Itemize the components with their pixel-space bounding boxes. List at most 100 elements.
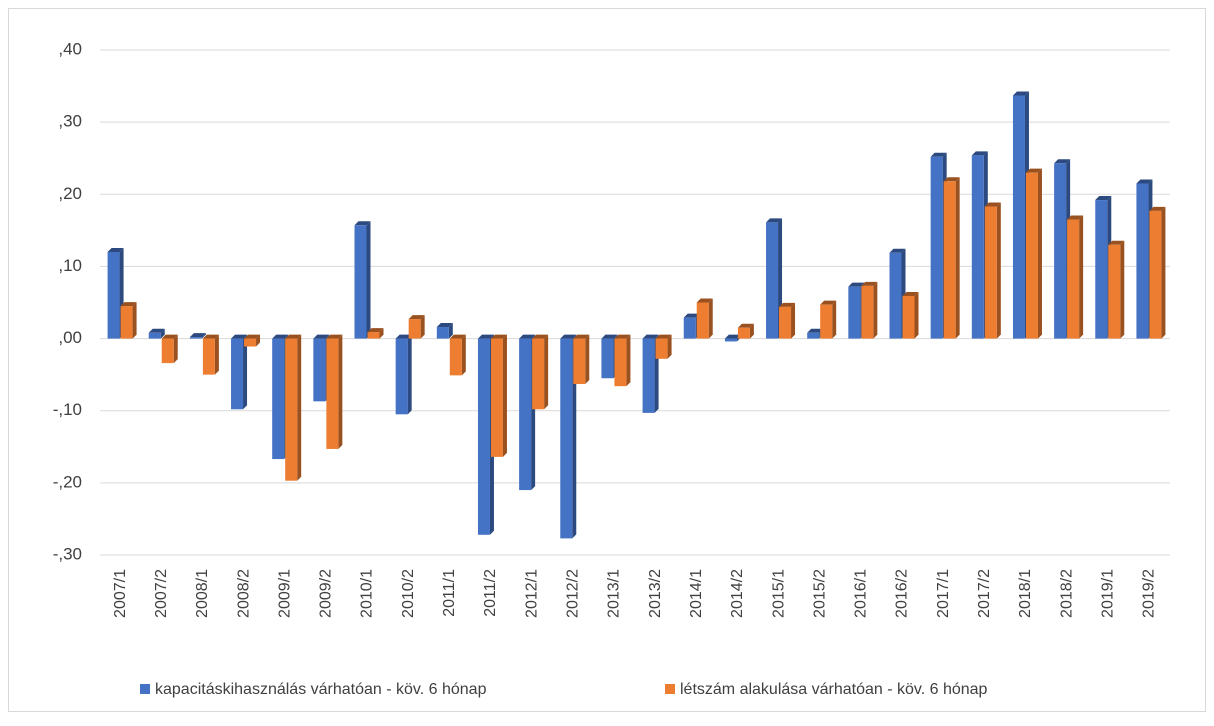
bar-top (848, 282, 865, 287)
bar-top (1054, 159, 1071, 164)
bar-depth (1120, 240, 1125, 339)
bar (354, 225, 367, 339)
bar (984, 206, 997, 339)
bar (202, 338, 215, 375)
bar-top (490, 334, 507, 339)
bar (519, 338, 532, 491)
bar (930, 156, 943, 339)
bar (532, 338, 545, 410)
bar (848, 286, 861, 339)
bar (861, 285, 874, 339)
y-tick-label: ,10 (58, 256, 82, 275)
bar-depth (832, 300, 837, 339)
bar-top (408, 315, 425, 320)
bar (231, 338, 244, 410)
bar-depth (708, 298, 713, 339)
bar (107, 252, 120, 339)
x-tick-label: 2017/2 (976, 569, 993, 618)
bar-depth (173, 334, 178, 364)
bar-top (107, 248, 124, 252)
x-tick-label: 2019/2 (1141, 569, 1158, 618)
bar (408, 319, 421, 339)
bar-depth (448, 323, 453, 339)
bar (889, 252, 902, 339)
bar-depth (955, 177, 960, 339)
bar-top (696, 298, 713, 303)
legend-swatch (665, 684, 675, 694)
bar-top (971, 151, 988, 156)
bar-top (354, 221, 371, 226)
bar-depth (544, 334, 549, 410)
bar-depth (996, 202, 1001, 339)
bar-top (148, 328, 165, 333)
bar-depth (366, 221, 371, 339)
x-tick-label: 2012/1 (523, 569, 540, 618)
bar-depth (338, 334, 343, 449)
x-tick-label: 2012/2 (564, 569, 581, 618)
bar (395, 338, 408, 415)
bar (971, 155, 984, 339)
bar-top (1108, 240, 1125, 245)
bar (683, 317, 696, 339)
bar-depth (1037, 168, 1042, 339)
bar-top (943, 177, 960, 182)
bar (902, 296, 915, 339)
bar (1054, 163, 1067, 339)
bar-top (807, 328, 824, 333)
bar (737, 327, 750, 339)
bar-depth (585, 334, 590, 385)
y-tick-label: ,00 (58, 328, 82, 347)
bar-depth (461, 334, 466, 376)
x-tick-label: 2014/2 (729, 569, 746, 618)
bar (724, 338, 737, 342)
bar (1095, 200, 1108, 339)
bar-depth (1079, 215, 1084, 339)
bar-top (573, 334, 590, 339)
bar (820, 304, 833, 339)
legend-swatch (140, 684, 150, 694)
bar-depth (160, 328, 165, 339)
bar-depth (379, 328, 384, 339)
bar-top (436, 323, 453, 328)
bar (614, 338, 627, 387)
bar (807, 332, 820, 339)
x-tick-label: 2013/2 (647, 569, 664, 618)
bar (148, 332, 161, 339)
bar-depth (791, 302, 796, 339)
bar-top (1067, 215, 1084, 220)
y-tick-label: -,10 (53, 400, 82, 419)
bar-depth (667, 334, 672, 359)
bar (1149, 210, 1162, 339)
bar-top (285, 334, 302, 339)
bar (560, 338, 573, 539)
bar (696, 302, 709, 339)
bar-depth (749, 323, 754, 339)
bar (601, 338, 614, 379)
x-tick-label: 2010/1 (359, 569, 376, 618)
bar-top (737, 323, 754, 328)
bar (642, 338, 655, 413)
bar-depth (407, 334, 412, 415)
bar-top (1149, 206, 1166, 211)
bar-top (161, 334, 178, 339)
bar (655, 338, 668, 359)
bar-depth (214, 334, 219, 375)
x-tick-label: 2011/1 (441, 569, 458, 617)
bar-top (1012, 91, 1029, 96)
bar-top (1136, 179, 1153, 184)
bar-depth (243, 334, 248, 410)
bar-depth (132, 302, 137, 339)
bar (449, 338, 462, 376)
bar-top (902, 292, 919, 297)
y-tick-label: -,30 (53, 544, 82, 563)
bar (1067, 219, 1080, 339)
x-tick-label: 2009/2 (318, 569, 335, 618)
bar (272, 338, 285, 460)
bar (285, 338, 298, 481)
bar (779, 306, 792, 339)
bar-top (532, 334, 549, 339)
bar-top (395, 334, 412, 339)
bar-top (202, 334, 219, 339)
x-tick-label: 2018/2 (1058, 569, 1075, 618)
